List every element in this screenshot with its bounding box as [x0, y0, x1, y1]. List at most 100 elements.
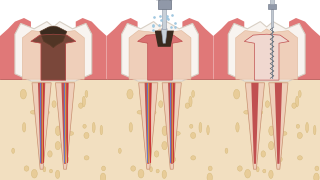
Ellipse shape: [296, 124, 300, 128]
Polygon shape: [0, 18, 31, 79]
Ellipse shape: [162, 126, 167, 136]
Polygon shape: [138, 34, 182, 80]
Polygon shape: [155, 31, 174, 47]
Polygon shape: [145, 83, 152, 164]
Polygon shape: [269, 83, 288, 169]
Ellipse shape: [138, 169, 144, 178]
Ellipse shape: [84, 132, 89, 139]
Ellipse shape: [127, 89, 133, 99]
Ellipse shape: [12, 148, 15, 153]
Ellipse shape: [20, 89, 26, 99]
Ellipse shape: [49, 169, 52, 173]
Ellipse shape: [192, 90, 195, 97]
Ellipse shape: [52, 101, 56, 107]
Ellipse shape: [234, 89, 240, 99]
Ellipse shape: [129, 123, 132, 132]
Polygon shape: [213, 18, 244, 79]
Ellipse shape: [251, 130, 257, 136]
Ellipse shape: [244, 110, 250, 114]
Polygon shape: [15, 22, 92, 81]
Polygon shape: [40, 26, 67, 48]
Polygon shape: [76, 18, 107, 79]
Ellipse shape: [269, 126, 274, 136]
Ellipse shape: [43, 167, 46, 172]
Ellipse shape: [191, 132, 196, 139]
Ellipse shape: [297, 132, 302, 139]
Ellipse shape: [313, 125, 316, 135]
Polygon shape: [107, 18, 138, 79]
Ellipse shape: [118, 148, 121, 153]
Bar: [270, 0, 274, 4]
Ellipse shape: [150, 167, 152, 172]
Polygon shape: [245, 83, 265, 169]
Polygon shape: [122, 22, 198, 81]
Polygon shape: [139, 83, 158, 169]
Bar: [268, 4, 276, 9]
Ellipse shape: [298, 156, 302, 160]
Ellipse shape: [175, 131, 180, 135]
Ellipse shape: [84, 156, 89, 160]
Ellipse shape: [68, 131, 74, 135]
Ellipse shape: [150, 110, 156, 114]
Polygon shape: [275, 83, 282, 164]
Polygon shape: [55, 83, 75, 169]
Polygon shape: [161, 29, 167, 43]
Polygon shape: [38, 83, 45, 164]
Ellipse shape: [92, 122, 95, 133]
Ellipse shape: [261, 151, 266, 157]
Polygon shape: [22, 29, 84, 79]
Ellipse shape: [30, 110, 36, 114]
Ellipse shape: [38, 130, 44, 136]
Bar: [158, 0, 171, 9]
Ellipse shape: [66, 157, 69, 162]
Polygon shape: [31, 34, 76, 80]
Ellipse shape: [22, 123, 26, 132]
Ellipse shape: [83, 124, 86, 128]
Polygon shape: [129, 29, 191, 79]
Ellipse shape: [314, 173, 319, 180]
Ellipse shape: [48, 151, 52, 157]
Ellipse shape: [55, 141, 60, 150]
Polygon shape: [236, 29, 298, 79]
Bar: [271, 9, 273, 27]
Ellipse shape: [154, 151, 159, 157]
Ellipse shape: [189, 96, 192, 107]
Ellipse shape: [131, 166, 136, 171]
Bar: [162, 0, 166, 29]
Ellipse shape: [279, 157, 282, 162]
Ellipse shape: [137, 110, 143, 114]
Ellipse shape: [208, 166, 212, 171]
Ellipse shape: [306, 122, 308, 133]
Ellipse shape: [245, 169, 251, 178]
Ellipse shape: [55, 126, 60, 136]
Ellipse shape: [265, 101, 269, 107]
Ellipse shape: [172, 157, 176, 162]
Ellipse shape: [41, 115, 47, 124]
Ellipse shape: [207, 125, 209, 135]
Ellipse shape: [257, 110, 263, 114]
Ellipse shape: [296, 96, 299, 107]
Ellipse shape: [254, 115, 261, 124]
Ellipse shape: [207, 173, 212, 180]
Ellipse shape: [85, 90, 88, 97]
Ellipse shape: [268, 141, 274, 150]
Ellipse shape: [31, 169, 37, 178]
Ellipse shape: [315, 166, 319, 171]
Ellipse shape: [100, 173, 106, 180]
Ellipse shape: [82, 96, 85, 107]
Polygon shape: [289, 18, 320, 79]
Ellipse shape: [148, 115, 154, 124]
Ellipse shape: [55, 170, 60, 179]
Ellipse shape: [44, 110, 49, 114]
Ellipse shape: [263, 169, 266, 173]
Polygon shape: [32, 83, 51, 169]
Ellipse shape: [162, 170, 166, 179]
Ellipse shape: [145, 130, 151, 136]
Ellipse shape: [101, 166, 106, 171]
Polygon shape: [31, 34, 76, 80]
Polygon shape: [162, 83, 181, 169]
Ellipse shape: [225, 148, 228, 153]
Ellipse shape: [269, 170, 273, 179]
Ellipse shape: [159, 101, 163, 107]
Ellipse shape: [237, 166, 242, 171]
